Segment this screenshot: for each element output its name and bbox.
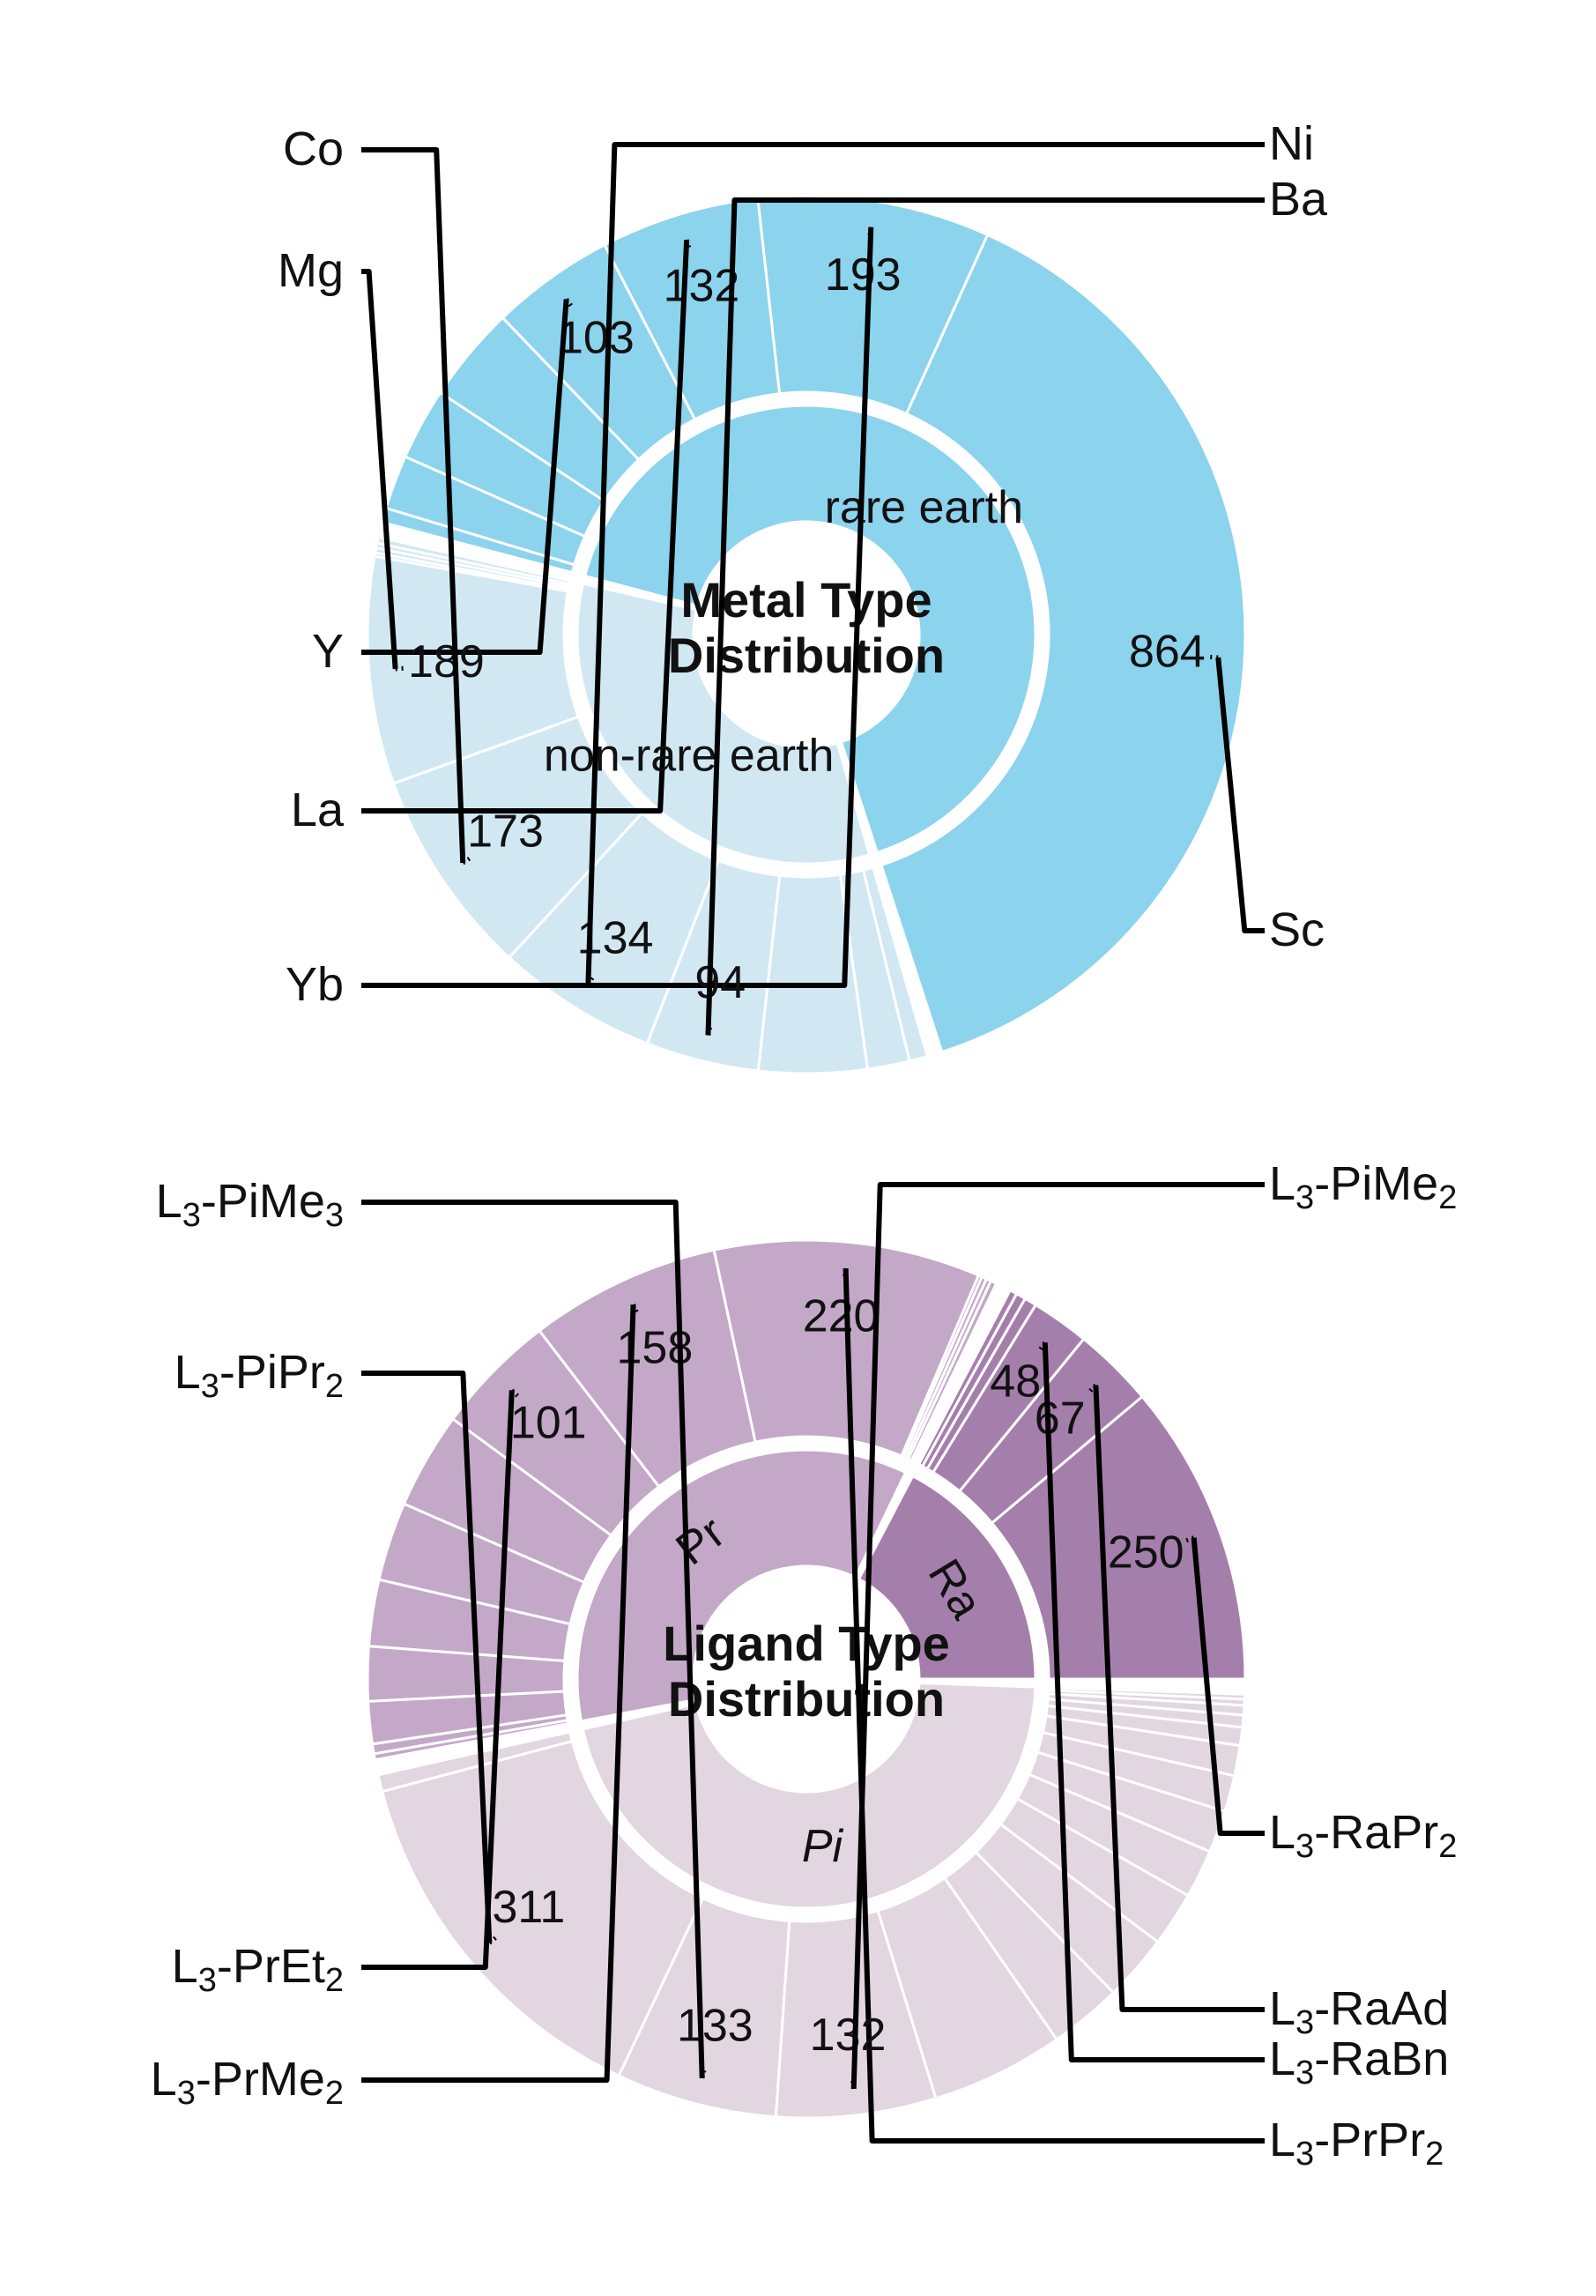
callout-label-l3-rapr2: L3​-RaPr2​ (1269, 1806, 1457, 1865)
leader-line-yb (361, 227, 874, 988)
group-label-non-rare-earth: non-rare earth (544, 731, 835, 782)
child-segment-sc (880, 233, 1247, 1054)
group-label-rare-earth: rare earth (825, 482, 1023, 533)
leader-line-sc (1215, 657, 1265, 933)
value-label-la: 132 (664, 260, 740, 311)
leader-line-co (361, 147, 466, 864)
leader-tip-l3-rapr2 (1183, 1535, 1195, 1544)
child-segment-unlabeled (372, 1719, 570, 1762)
leader-line-ni (585, 142, 1265, 985)
leader-tip-co (461, 855, 473, 866)
leader-line-l3-prpr2 (843, 1268, 1265, 2144)
value-label-mg: 189 (408, 636, 485, 687)
callout-label-y: Y (312, 625, 344, 678)
leader-tip-sc (1207, 654, 1219, 660)
leader-line-ba (705, 197, 1265, 1036)
child-segment-unlabeled (917, 1288, 1019, 1468)
metal-rings (366, 194, 1247, 1075)
leader-line-l3-pime2 (850, 1182, 1265, 2089)
metal-chart-title-line1: Metal Type (680, 572, 932, 628)
leader-line-l3-rapr2 (1191, 1537, 1265, 1836)
leader-line-mg (361, 269, 398, 670)
value-label-y: 103 (558, 312, 635, 363)
callout-label-mg: Mg (278, 244, 344, 297)
value-label-l3-rabn: 48 (990, 1356, 1041, 1407)
group-segment-pr (575, 1448, 908, 1723)
metal-type-sunburst: Metal Type Distribution rare earth 864 Sc 1… (278, 117, 1328, 1075)
leader-tip-la (684, 239, 693, 251)
value-label-l3-rapr2: 250 (1108, 1527, 1184, 1578)
group-segment-rare-earth (583, 404, 1037, 855)
value-label-yb: 193 (825, 249, 902, 301)
leader-line-l3-pret2 (361, 1390, 515, 1970)
leader-line-l3-rabn (1042, 1342, 1265, 2062)
value-label-l3-pret2: 101 (510, 1398, 587, 1449)
callout-label-sc: Sc (1269, 903, 1325, 956)
value-label-l3-raad: 67 (1035, 1393, 1086, 1445)
ligand-chart-title-line2: Distribution (668, 1671, 945, 1727)
child-segment-unlabeled (861, 866, 930, 1063)
callout-label-l3-pret2: L3​-PrEt2​ (172, 1940, 344, 1999)
value-label-co: 173 (467, 806, 544, 858)
value-label-l3-pipr2: 311 (492, 1882, 565, 1933)
leader-tip-mg (395, 665, 406, 672)
ligand-callouts: Ra250L3​-RaPr2​67L3​-RaAd48L3​-RaBnPr220… (151, 1157, 1458, 2173)
ligand-chart-title-line1: Ligand Type (663, 1616, 950, 1671)
value-label-l3-pime3: 133 (677, 2000, 753, 2051)
callout-label-l3-rabn: L3​-RaBn (1269, 2032, 1449, 2092)
callout-label-ni: Ni (1269, 117, 1314, 170)
leader-line-l3-pipr2 (361, 1371, 493, 1943)
leader-tip-ba (706, 1024, 713, 1037)
value-label-ba: 94 (694, 957, 746, 1008)
callout-label-l3-prme2: L3​-PrMe2​ (151, 2053, 344, 2112)
leader-tip-ni (586, 974, 596, 986)
leader-line-l3-pime3 (361, 1200, 705, 2078)
group-segment-non-rare-earth (575, 582, 872, 866)
ligand-type-sunburst: Ligand Type Distribution Ra250L3​-RaPr2​… (151, 1157, 1458, 2173)
leader-line-y (361, 299, 569, 655)
metal-chart-title-line2: Distribution (668, 628, 945, 683)
leader-tip-l3-prme2 (631, 1304, 640, 1316)
leader-line-l3-prme2 (361, 1304, 636, 2083)
callout-label-l3-prpr2: L3​-PrPr2​ (1269, 2114, 1444, 2173)
callout-label-la: La (291, 784, 345, 836)
group-segment-ra (857, 1474, 1037, 1681)
callout-label-co: Co (283, 123, 344, 175)
leader-line-l3-raad (1093, 1385, 1265, 2012)
callout-label-yb: Yb (286, 958, 344, 1011)
value-label-sc: 864 (1129, 627, 1206, 678)
child-segment-unlabeled (1047, 1686, 1247, 1701)
value-label-l3-pime2: 132 (810, 2010, 887, 2061)
group-label-pi: Pi (802, 1821, 844, 1872)
callout-label-l3-raad: L3​-RaAd (1269, 1982, 1449, 2041)
leader-tip-l3-pime2 (850, 2077, 857, 2090)
callout-label-ba: Ba (1269, 173, 1328, 226)
callout-label-l3-pime2: L3​-PiMe2​ (1269, 1157, 1457, 1216)
value-label-l3-prpr2: 220 (803, 1291, 880, 1342)
callout-label-l3-pime3: L3​-PiMe3​ (156, 1175, 344, 1234)
callout-label-l3-pipr2: L3​-PiPr2​ (174, 1346, 344, 1405)
